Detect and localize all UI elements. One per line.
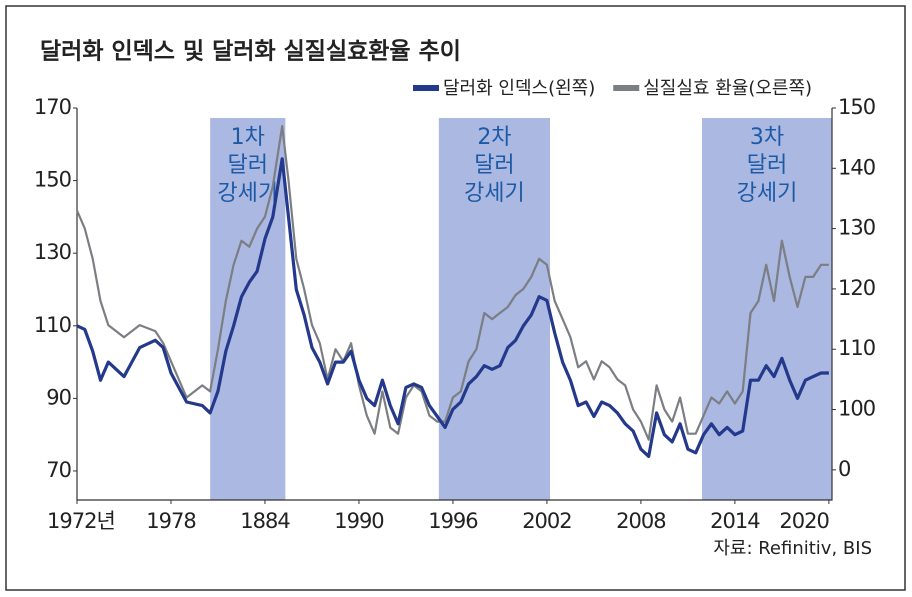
y2-tick-label: 100 [838, 397, 875, 421]
frame [5, 5, 906, 591]
y2-tick-label: 130 [838, 216, 875, 240]
y-tick-label: 70 [46, 458, 71, 482]
y-tick-label: 110 [34, 313, 71, 337]
legend-label: 달러화 인덱스(왼쪽) [443, 78, 595, 99]
series-line [76, 157, 829, 458]
period-label: 3차 [750, 125, 784, 150]
period-label: 1차 [231, 125, 265, 150]
x-tick-label: 1884 [240, 509, 290, 533]
axis-frame [76, 108, 833, 501]
y-tick-label: 170 [34, 95, 71, 119]
x-tick-label: 2020 [779, 509, 828, 533]
shaded-period [438, 118, 551, 500]
shaded-period [701, 118, 832, 500]
period-label: 2차 [477, 125, 511, 150]
period-label: 강세기 [464, 181, 525, 206]
x-tick-label: 1972년 [47, 509, 115, 533]
x-tick-label: 2008 [616, 509, 665, 533]
y2-tick-label: 140 [838, 155, 875, 179]
y2-tick-label: 120 [838, 276, 875, 300]
y-tick-label: 130 [34, 240, 71, 264]
legend-label: 실질실효 환율(오른쪽) [643, 78, 812, 99]
chart-title: 달러화 인덱스 및 달러화 실질실효환율 추이 [40, 39, 461, 65]
period-label: 달러 [747, 153, 787, 178]
y-tick-label: 150 [34, 168, 71, 192]
y2-tick-label: 110 [838, 336, 875, 360]
y-tick-label: 90 [46, 385, 71, 409]
x-tick-label: 2014 [710, 509, 760, 533]
period-label: 달러 [227, 153, 267, 178]
series-line [75, 125, 829, 441]
period-label: 달러 [474, 153, 514, 178]
x-tick-label: 1978 [146, 509, 195, 533]
x-tick-label: 1996 [428, 509, 478, 533]
period-label: 강세기 [737, 181, 798, 206]
x-tick-label: 1990 [334, 509, 383, 533]
y2-tick-label: 150 [838, 95, 875, 119]
source: 자료: Refinitiv, BIS [713, 538, 872, 559]
x-tick-label: 2002 [522, 509, 571, 533]
y2-tick-label: 0 [838, 457, 850, 481]
